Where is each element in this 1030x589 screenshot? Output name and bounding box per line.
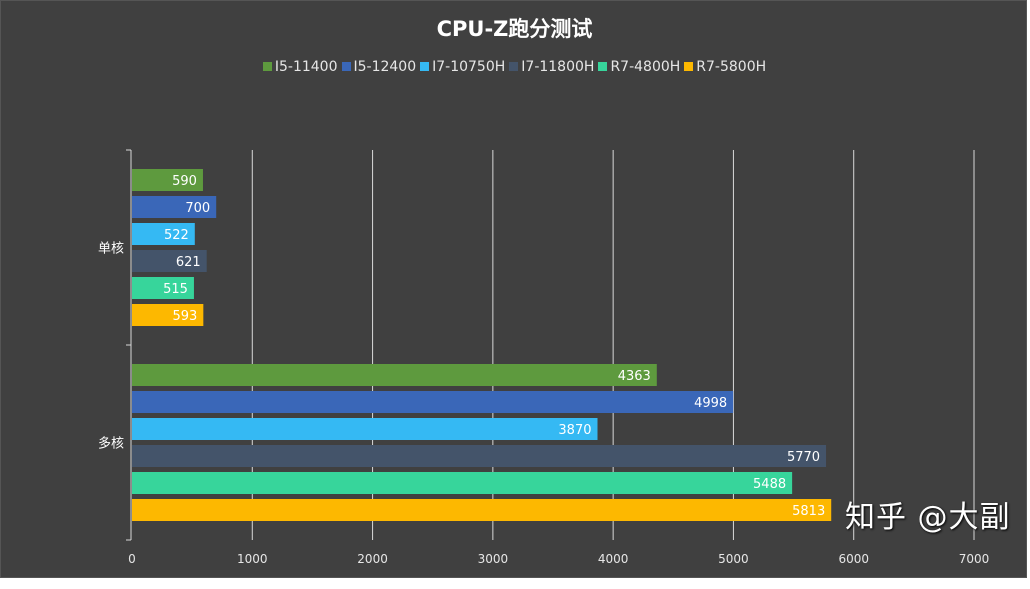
legend-swatch	[684, 62, 694, 71]
data-label: 700	[185, 201, 210, 216]
bar-i5-12400	[132, 196, 217, 218]
bar-i5-11400	[132, 169, 203, 191]
legend-label: I7-10750H	[432, 59, 506, 75]
x-tick-label: 7000	[959, 552, 990, 566]
legend-label: I7-11800H	[521, 59, 595, 75]
data-label: 5770	[787, 450, 820, 465]
x-tick-label: 3000	[478, 552, 509, 566]
legend-swatch	[341, 62, 351, 71]
legend-swatch	[420, 62, 430, 71]
bar-i7-10750h	[132, 418, 598, 440]
legend-item: R7-4800H	[598, 59, 680, 75]
data-label: 522	[164, 228, 189, 243]
bar-i7-10750h	[132, 223, 195, 245]
bar-r7-5800h	[132, 304, 204, 326]
bar-i5-11400	[132, 364, 657, 386]
x-tick-label: 0	[128, 552, 136, 566]
x-tick-label: 2000	[357, 552, 388, 566]
legend-item: I5-12400	[341, 59, 417, 75]
legend-item: I7-10750H	[420, 59, 505, 75]
data-label: 593	[173, 309, 198, 324]
bar-i7-11800h	[132, 250, 207, 272]
bar-r7-5800h	[132, 499, 832, 521]
data-label: 4998	[694, 396, 727, 411]
legend-swatch	[262, 62, 272, 71]
legend-item: R7-5800H	[684, 59, 766, 75]
legend-label: R7-5800H	[696, 59, 767, 75]
legend: I5-11400 I5-12400 I7-10750H I7-11800H R7-480…	[1, 59, 1028, 75]
data-label: 4363	[618, 369, 651, 384]
chart-title: CPU-Z跑分测试	[436, 17, 593, 41]
x-tick-label: 4000	[598, 552, 629, 566]
legend-swatch	[509, 62, 519, 71]
data-label: 5813	[792, 504, 825, 519]
legend-swatch	[598, 62, 608, 71]
x-tick-label: 5000	[718, 552, 749, 566]
data-label: 5488	[753, 477, 786, 492]
category-label: 多核	[98, 436, 124, 452]
x-tick-label: 1000	[237, 552, 268, 566]
legend-label: I5-11400	[274, 59, 338, 75]
legend-label: I5-12400	[353, 59, 417, 75]
bar-r7-4800h	[132, 277, 194, 299]
watermark: 知乎 @大副	[845, 500, 1011, 535]
legend-item: I5-11400	[262, 59, 338, 75]
bar-i5-12400	[132, 391, 734, 413]
x-tick-label: 6000	[838, 552, 869, 566]
data-label: 590	[172, 174, 197, 189]
legend-label: R7-4800H	[610, 59, 681, 75]
data-label: 621	[176, 255, 201, 270]
legend-item: I7-11800H	[509, 59, 594, 75]
data-label: 3870	[558, 423, 591, 438]
category-label: 单核	[98, 242, 124, 257]
data-label: 515	[163, 282, 188, 297]
bar-i7-11800h	[132, 445, 827, 467]
bar-r7-4800h	[132, 472, 793, 494]
